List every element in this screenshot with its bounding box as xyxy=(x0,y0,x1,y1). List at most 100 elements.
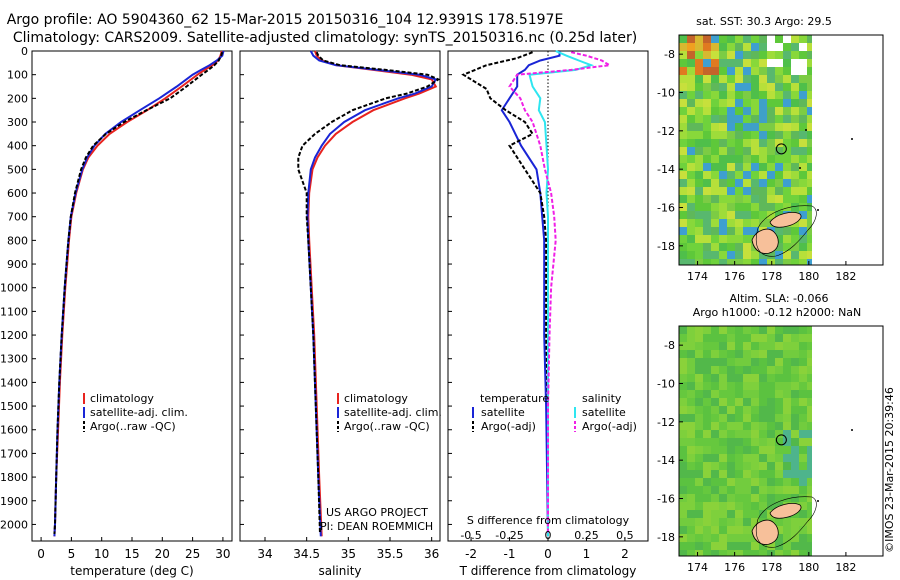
sla-cell xyxy=(727,454,735,462)
sst-cell xyxy=(807,259,812,265)
sst-cell xyxy=(687,171,695,179)
sla-cell xyxy=(719,478,727,486)
sla-cell xyxy=(695,422,703,430)
sla-cell xyxy=(743,374,751,382)
sla-cell xyxy=(799,542,807,550)
sst-cell xyxy=(767,179,775,187)
sst-cell xyxy=(711,251,719,259)
sst-cell xyxy=(687,139,695,147)
sla-cell xyxy=(719,446,727,454)
sst-cell xyxy=(711,147,719,155)
sst-cell xyxy=(727,163,735,171)
series-line xyxy=(53,50,225,537)
sla-cell xyxy=(759,414,767,422)
sla-cell xyxy=(727,502,735,510)
sst-cell xyxy=(807,163,812,171)
sla-cell xyxy=(703,438,711,446)
sla-cell xyxy=(727,438,735,446)
sst-cell xyxy=(759,99,767,107)
sst-cell xyxy=(807,211,812,219)
sst-cell xyxy=(735,243,743,251)
sla-cell xyxy=(687,542,695,550)
sst-cell xyxy=(799,131,807,139)
sst-cell xyxy=(759,155,767,163)
sst-cell xyxy=(807,227,812,235)
sla-cell xyxy=(743,342,751,350)
sla-cell xyxy=(711,366,719,374)
sla-cell xyxy=(807,358,812,366)
sla-cell xyxy=(807,414,812,422)
sst-cell xyxy=(775,155,783,163)
sla-cell xyxy=(807,406,812,414)
depth-tick-label: 300 xyxy=(7,116,28,129)
sla-cell xyxy=(751,542,759,550)
sst-cell xyxy=(703,59,711,67)
sst-cell xyxy=(711,67,719,75)
sla-cell xyxy=(735,534,743,542)
sla-cell xyxy=(727,398,735,406)
sst-cell xyxy=(719,219,727,227)
top-tick-label: 0.5 xyxy=(616,529,634,542)
sla-cell xyxy=(775,414,783,422)
sla-cell xyxy=(743,470,751,478)
sst-cell xyxy=(799,35,807,43)
sst-cell xyxy=(791,51,799,59)
sla-cell xyxy=(679,438,687,446)
salinity-legend: climatology satellite-adj. clim. Argo(..… xyxy=(337,392,442,433)
sla-cell xyxy=(799,414,807,422)
top-tick-label: 0 xyxy=(545,529,552,542)
sst-cell xyxy=(679,235,687,243)
sla-cell xyxy=(799,526,807,534)
sla-cell xyxy=(735,430,743,438)
sla-cell xyxy=(711,326,719,334)
sst-cell xyxy=(711,243,719,251)
sla-cell xyxy=(695,342,703,350)
sst-cell xyxy=(687,99,695,107)
sla-cell xyxy=(687,438,695,446)
sla-cell xyxy=(727,374,735,382)
sst-cell xyxy=(687,59,695,67)
x-tick-label: 0 xyxy=(544,547,552,561)
sst-cell xyxy=(799,147,807,155)
depth-tick-label: 2000 xyxy=(0,518,28,531)
sst-cell xyxy=(775,259,783,265)
sst-cell xyxy=(783,227,791,235)
sla-cell xyxy=(711,454,719,462)
map-x-tick-label: 174 xyxy=(687,270,708,283)
sla-cell xyxy=(799,366,807,374)
sla-cell xyxy=(679,526,687,534)
sla-cell xyxy=(679,342,687,350)
sst-cell xyxy=(703,43,711,51)
sst-cell xyxy=(703,243,711,251)
sst-cell xyxy=(751,187,759,195)
sla-cell xyxy=(791,478,799,486)
sst-cell xyxy=(783,243,791,251)
sst-cell xyxy=(719,115,727,123)
sst-cell xyxy=(711,75,719,83)
sla-cell xyxy=(703,478,711,486)
sla-cell xyxy=(767,494,775,502)
sla-cell xyxy=(751,398,759,406)
sla-cell xyxy=(799,374,807,382)
legend-argo: Argo(..raw -QC) xyxy=(90,420,176,433)
sst-cell xyxy=(759,123,767,131)
sst-cell xyxy=(735,171,743,179)
sla-cell xyxy=(711,542,719,550)
sla-cell xyxy=(783,358,791,366)
sst-cell xyxy=(799,259,807,265)
sla-cell xyxy=(687,326,695,334)
sst-cell xyxy=(775,195,783,203)
map-x-tick-label: 178 xyxy=(761,561,782,574)
sst-cell xyxy=(719,203,727,211)
sst-cell xyxy=(711,35,719,43)
sla-cell xyxy=(687,422,695,430)
sla-cell xyxy=(783,398,791,406)
sla-cell xyxy=(679,390,687,398)
sla-cell xyxy=(743,422,751,430)
sst-cell xyxy=(783,123,791,131)
sst-cell xyxy=(767,187,775,195)
sst-cell xyxy=(679,259,687,265)
sla-cell xyxy=(775,366,783,374)
sla-cell xyxy=(703,462,711,470)
sst-cell xyxy=(679,35,687,43)
